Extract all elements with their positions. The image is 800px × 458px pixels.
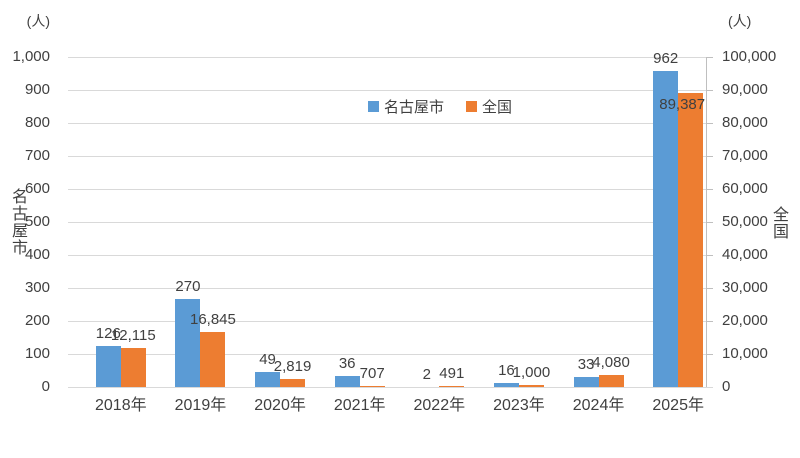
gridline-2	[68, 321, 706, 322]
right-axis-tick-label-3: 30,000	[722, 279, 768, 296]
bar-nagoya-2024	[573, 377, 599, 388]
x-axis-label-2023: 2023年	[493, 397, 545, 414]
legend-label-zenkoku: 全国	[482, 99, 513, 116]
left-axis-tick-label-10: 1,000	[12, 48, 50, 65]
left-axis-tick-label-0: 0	[41, 378, 50, 395]
gridline-10	[68, 57, 706, 58]
data-label-nagoya-2019: 270	[175, 277, 201, 295]
bar-nagoya-2021	[334, 376, 360, 388]
right-axis-tick-1	[706, 354, 713, 355]
legend-item-zenkoku: 全国	[466, 96, 512, 117]
data-label-nagoya-2024: 33	[577, 356, 595, 374]
data-label-zenkoku-2021: 707	[359, 364, 385, 382]
right-axis-title: 全国	[770, 206, 787, 240]
left-axis-tick-label-4: 400	[24, 246, 50, 263]
left-axis-tick-label-2: 200	[24, 312, 50, 329]
bar-nagoya-2025	[653, 70, 679, 388]
gridline-9	[68, 90, 706, 91]
left-axis-tick-label-3: 300	[24, 279, 50, 296]
right-axis-line	[706, 58, 707, 388]
gridline-7	[68, 156, 706, 157]
gridline-8	[68, 123, 706, 124]
x-axis-label-2022: 2022年	[413, 397, 466, 414]
data-label-zenkoku-2023: 1,000	[512, 363, 551, 381]
left-axis-tick-label-1: 100	[24, 345, 50, 362]
bar-zenkoku-2019	[200, 332, 226, 388]
right-axis-tick-3	[706, 288, 713, 289]
right-axis-tick-8	[706, 123, 713, 124]
left-axis-unit-label: (人)	[26, 13, 50, 29]
gridline-6	[68, 189, 706, 190]
x-axis-label-2020: 2020年	[254, 397, 306, 414]
x-axis-label-2018: 2018年	[95, 397, 147, 414]
bar-nagoya-2018	[95, 346, 121, 388]
gridline-1	[68, 354, 706, 355]
x-axis-line	[68, 387, 713, 388]
data-label-nagoya-2022: 2	[422, 366, 431, 383]
gridline-3	[68, 288, 706, 289]
bar-nagoya-2020	[255, 371, 281, 388]
right-axis-tick-label-6: 60,000	[722, 180, 768, 197]
left-axis-title: 名古屋市	[9, 188, 26, 256]
x-axis-label-2025: 2025年	[652, 397, 704, 414]
right-axis-tick-label-9: 90,000	[722, 81, 768, 98]
legend-marker-nagoya-icon	[368, 101, 379, 112]
x-axis-label-2019: 2019年	[174, 397, 227, 414]
right-axis-unit-label: (人)	[728, 13, 752, 29]
legend-marker-zenkoku-icon	[466, 101, 478, 112]
left-axis-tick-label-9: 900	[24, 81, 50, 98]
data-label-zenkoku-2018: 12,115	[110, 327, 156, 345]
legend-label-nagoya: 名古屋市	[384, 99, 445, 116]
right-axis-tick-7	[706, 156, 713, 157]
right-axis-tick-label-0: 0	[722, 378, 731, 395]
right-axis-tick-label-7: 70,000	[722, 147, 768, 164]
bar-zenkoku-2024	[598, 374, 624, 388]
data-label-nagoya-2023: 16	[498, 361, 515, 379]
left-axis-tick-label-5: 500	[24, 213, 50, 230]
data-label-nagoya-2018: 126	[95, 325, 121, 343]
gridline-4	[68, 255, 706, 256]
bar-nagoya-2019	[175, 298, 201, 388]
legend: 名古屋市 全国	[368, 96, 512, 117]
right-axis-tick-label-1: 10,000	[722, 345, 768, 362]
right-axis-tick-label-10: 100,000	[722, 48, 777, 65]
right-axis-tick-6	[706, 189, 713, 190]
right-axis-tick-label-5: 50,000	[722, 213, 768, 230]
bar-zenkoku-2021	[359, 385, 385, 388]
left-axis-tick-label-6: 600	[24, 180, 50, 197]
bar-zenkoku-2020	[280, 378, 306, 388]
x-axis-label-2024: 2024年	[572, 397, 625, 414]
data-label-nagoya-2025: 962	[653, 49, 679, 67]
data-label-zenkoku-2020: 2,819	[273, 357, 312, 375]
right-axis-tick-label-4: 40,000	[722, 246, 768, 263]
right-axis-tick-10	[706, 57, 713, 58]
gridline-5	[68, 222, 706, 223]
right-axis-tick-2	[706, 321, 713, 322]
right-axis-tick-5	[706, 222, 713, 223]
right-axis-tick-9	[706, 90, 713, 91]
bar-zenkoku-2025	[678, 93, 704, 388]
data-label-zenkoku-2019: 16,845	[189, 311, 236, 329]
data-label-nagoya-2021: 36	[338, 355, 356, 373]
data-label-zenkoku-2025: 89,387	[659, 96, 706, 114]
x-axis-label-2021: 2021年	[333, 397, 386, 414]
bar-zenkoku-2018	[120, 348, 146, 388]
right-axis-tick-label-8: 80,000	[722, 114, 768, 131]
left-axis-tick-label-8: 800	[24, 114, 50, 131]
data-label-zenkoku-2024: 4,080	[592, 353, 630, 371]
right-axis-tick-4	[706, 255, 713, 256]
bar-zenkoku-2023	[518, 384, 544, 388]
legend-item-nagoya: 名古屋市	[368, 96, 444, 117]
bar-nagoya-2023	[493, 382, 519, 388]
data-label-zenkoku-2022: 491	[439, 365, 465, 383]
right-axis-tick-label-2: 20,000	[722, 312, 768, 329]
data-label-nagoya-2020: 49	[259, 350, 276, 368]
left-axis-tick-label-7: 700	[24, 147, 50, 164]
